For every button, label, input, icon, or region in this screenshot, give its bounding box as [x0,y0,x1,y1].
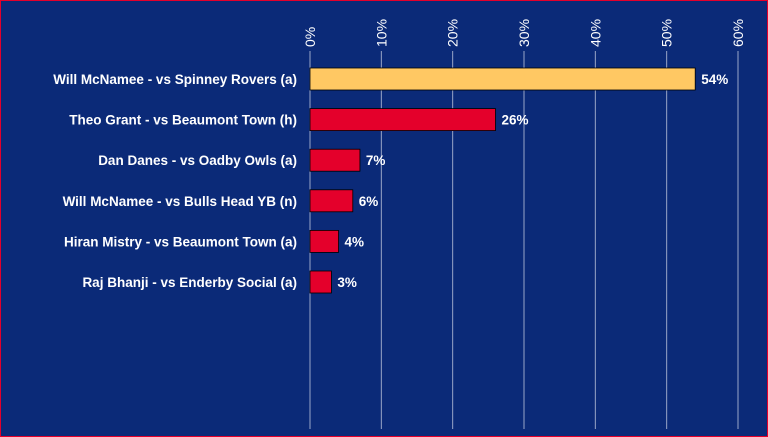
data-label: 7% [366,153,386,168]
data-label: 3% [337,275,357,290]
category-label: Will McNamee - vs Spinney Rovers (a) [53,72,297,87]
category-label: Dan Danes - vs Oadby Owls (a) [98,153,297,168]
data-label: 4% [345,234,365,249]
category-label: Will McNamee - vs Bulls Head YB (n) [63,194,297,209]
x-tick-label: 60% [730,19,746,47]
bar [309,189,354,213]
x-tick-label: 10% [373,19,389,47]
data-label: 26% [501,113,528,128]
category-label: Theo Grant - vs Beaumont Town (h) [69,113,297,128]
category-label: Raj Bhanji - vs Enderby Social (a) [82,275,297,290]
data-label: 54% [701,72,728,87]
x-tick-label: 50% [659,19,675,47]
x-tick-label: 0% [302,27,318,47]
data-label: 6% [359,194,379,209]
bar [309,148,361,172]
bar [309,108,496,131]
category-label: Hiran Mistry - vs Beaumont Town (a) [64,234,297,249]
bar [309,67,696,91]
x-tick-label: 30% [516,19,532,47]
bar [309,229,339,253]
x-tick-label: 20% [445,19,461,47]
bar [309,270,332,294]
x-tick-label: 40% [587,19,603,47]
